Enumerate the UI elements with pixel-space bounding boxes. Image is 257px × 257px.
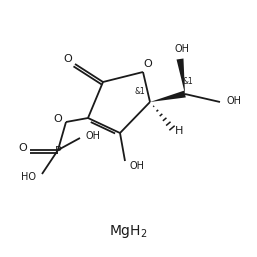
Text: OH: OH — [130, 161, 144, 171]
Polygon shape — [150, 90, 186, 102]
Text: P: P — [55, 146, 61, 156]
Text: HO: HO — [21, 172, 35, 182]
Text: O: O — [54, 114, 62, 124]
Text: MgH$_2$: MgH$_2$ — [109, 224, 147, 241]
Text: OH: OH — [86, 131, 100, 141]
Text: OH: OH — [226, 96, 242, 106]
Text: O: O — [144, 59, 152, 69]
Text: &1: &1 — [183, 78, 193, 87]
Polygon shape — [177, 59, 185, 94]
Text: H: H — [175, 126, 183, 136]
Text: &1: &1 — [135, 87, 145, 96]
Text: O: O — [64, 54, 72, 64]
Text: O: O — [19, 143, 27, 153]
Text: OH: OH — [175, 44, 189, 54]
